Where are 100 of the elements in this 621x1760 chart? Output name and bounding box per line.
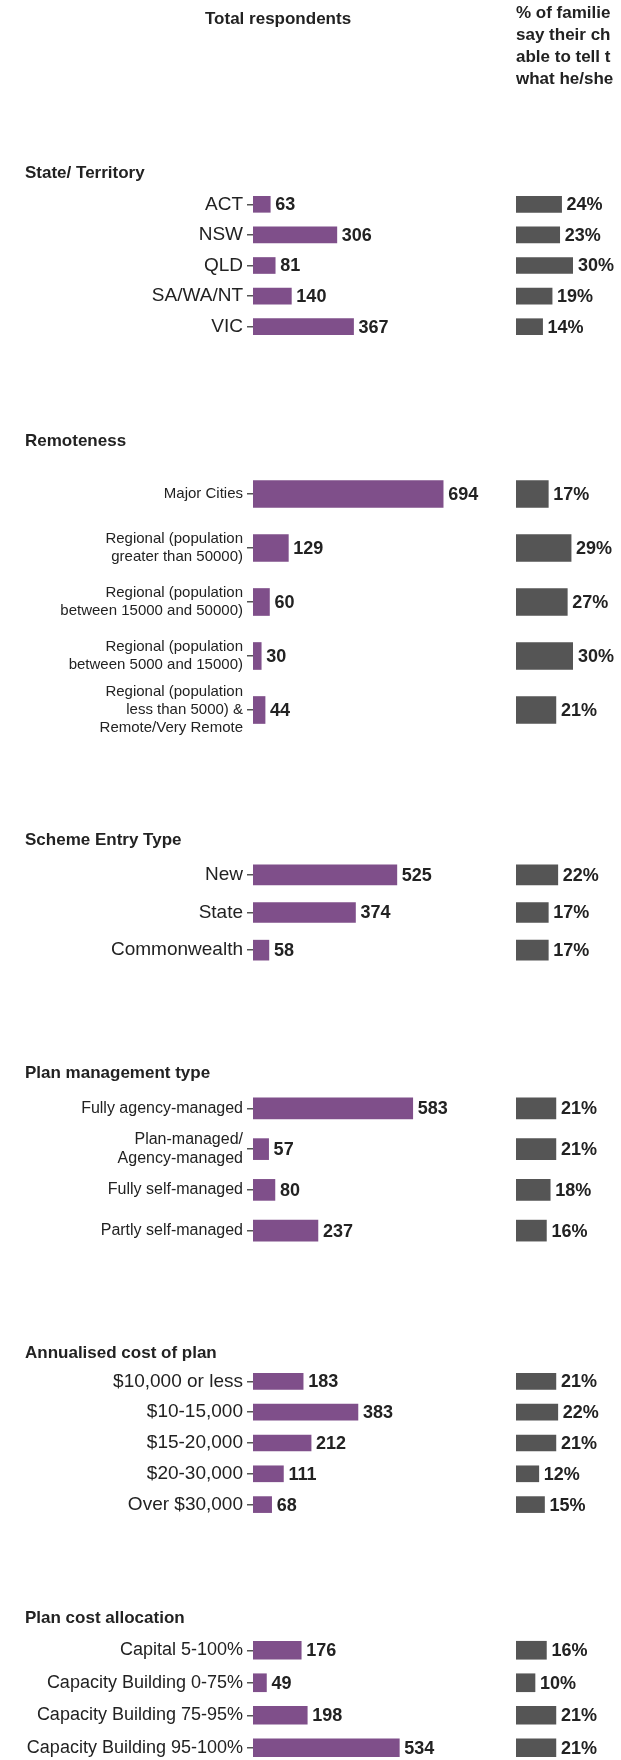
data-label: 58 bbox=[273, 940, 294, 961]
y-tick-label: Capital 5-100% bbox=[119, 1639, 243, 1660]
data-label: 21% bbox=[560, 1139, 597, 1160]
data-label: 525 bbox=[401, 864, 432, 885]
y-tick-label: Partly self-managed bbox=[100, 1221, 243, 1239]
data-label: 16% bbox=[551, 1220, 588, 1241]
y-tick-label: Commonwealth bbox=[111, 938, 243, 960]
bar bbox=[516, 534, 572, 562]
bar bbox=[253, 642, 262, 670]
data-label: 60 bbox=[274, 591, 295, 612]
data-label: 18% bbox=[555, 1179, 592, 1200]
y-tick-label: Regional (population greater than 50000) bbox=[105, 529, 243, 565]
data-label: 57 bbox=[273, 1139, 294, 1160]
data-label: 63 bbox=[275, 194, 296, 215]
y-tick-label: NSW bbox=[198, 223, 244, 245]
data-label: 29% bbox=[576, 537, 613, 558]
text: Total respondents bbox=[205, 8, 352, 30]
bar bbox=[516, 480, 549, 508]
data-label: 21% bbox=[560, 699, 597, 720]
y-tick-label: Regional (population less than 5000) & Remote/Very Remote bbox=[99, 682, 243, 736]
bar bbox=[516, 1434, 557, 1452]
data-label: 44 bbox=[270, 699, 291, 720]
data-label: 21% bbox=[560, 1737, 597, 1758]
bar bbox=[253, 287, 292, 305]
y-tick-label: Capacity Building 75-95% bbox=[36, 1704, 243, 1725]
data-label: 21% bbox=[560, 1371, 597, 1392]
y-tick-label: State bbox=[198, 900, 243, 922]
data-label: 16% bbox=[551, 1640, 588, 1661]
data-label: 176 bbox=[306, 1640, 337, 1661]
data-label: 81 bbox=[280, 255, 301, 276]
bar bbox=[516, 1465, 540, 1483]
data-label: 367 bbox=[358, 316, 389, 337]
data-label: 80 bbox=[279, 1179, 300, 1200]
bar bbox=[516, 1373, 557, 1390]
data-label: 22% bbox=[562, 864, 599, 885]
data-label: 21% bbox=[560, 1432, 597, 1453]
data-label: 198 bbox=[312, 1705, 343, 1726]
bar bbox=[253, 1434, 312, 1452]
bar bbox=[253, 1673, 267, 1693]
y-tick-label: $20-30,000 bbox=[146, 1462, 243, 1484]
text: Remoteness bbox=[25, 431, 127, 451]
data-label: 212 bbox=[316, 1432, 347, 1453]
y-tick-label: QLD bbox=[203, 253, 243, 275]
data-label: 17% bbox=[553, 902, 590, 923]
bar bbox=[516, 195, 562, 213]
data-label: 30% bbox=[578, 255, 615, 276]
bar bbox=[516, 318, 543, 336]
bar bbox=[253, 226, 338, 244]
bar bbox=[253, 1640, 302, 1660]
data-label: 111 bbox=[288, 1463, 317, 1484]
bar bbox=[516, 1403, 559, 1421]
data-label: 22% bbox=[562, 1402, 599, 1423]
data-label: 306 bbox=[341, 224, 372, 245]
data-label: 237 bbox=[322, 1220, 353, 1241]
bar bbox=[253, 1403, 359, 1421]
data-label: 583 bbox=[417, 1098, 448, 1119]
data-label: 534 bbox=[404, 1737, 435, 1758]
bar bbox=[253, 1138, 269, 1160]
data-label: 30 bbox=[266, 645, 287, 666]
bar bbox=[253, 1179, 276, 1201]
bar bbox=[516, 257, 573, 274]
data-label: 68 bbox=[276, 1494, 297, 1515]
data-label: 49 bbox=[271, 1672, 292, 1693]
y-tick-label: SA/WA/NT bbox=[151, 284, 244, 306]
data-label: 129 bbox=[293, 537, 324, 558]
bar bbox=[516, 1496, 545, 1513]
data-label: 17% bbox=[553, 483, 590, 504]
data-label: 183 bbox=[308, 1371, 339, 1392]
y-tick-label: Capacity Building 0-75% bbox=[46, 1671, 243, 1692]
text: % of familie say their ch able to tell t what he/she bbox=[516, 2, 614, 90]
y-tick-label: VIC bbox=[211, 314, 243, 336]
bar bbox=[253, 588, 270, 616]
data-label: 30% bbox=[578, 645, 615, 666]
y-tick-label: $15-20,000 bbox=[146, 1431, 243, 1453]
data-label: 19% bbox=[557, 286, 594, 307]
data-label: 24% bbox=[566, 194, 603, 215]
y-tick-label: $10-15,000 bbox=[146, 1400, 243, 1422]
bar bbox=[516, 287, 553, 305]
data-label: 374 bbox=[360, 902, 391, 923]
y-tick-label: Regional (population between 15000 and 50000) bbox=[60, 583, 243, 619]
data-label: 383 bbox=[362, 1402, 393, 1423]
bar bbox=[253, 257, 276, 274]
text: Scheme Entry Type bbox=[25, 830, 182, 850]
bar bbox=[253, 696, 266, 724]
bar bbox=[253, 1219, 319, 1242]
data-label: 140 bbox=[296, 286, 327, 307]
data-label: 17% bbox=[553, 940, 590, 961]
bar bbox=[253, 1496, 272, 1513]
bar bbox=[253, 1738, 400, 1758]
bar bbox=[253, 480, 444, 508]
bar bbox=[516, 696, 557, 724]
data-label: 10% bbox=[540, 1672, 577, 1693]
y-tick-label: Over $30,000 bbox=[127, 1492, 243, 1514]
data-label: 21% bbox=[560, 1705, 597, 1726]
y-tick-label: Fully self-managed bbox=[107, 1180, 243, 1198]
data-label: 23% bbox=[564, 224, 601, 245]
bar bbox=[253, 1465, 284, 1483]
y-tick-label: Regional (population between 5000 and 15000) bbox=[68, 637, 243, 673]
data-label: 27% bbox=[572, 591, 609, 612]
bar bbox=[253, 1097, 414, 1120]
